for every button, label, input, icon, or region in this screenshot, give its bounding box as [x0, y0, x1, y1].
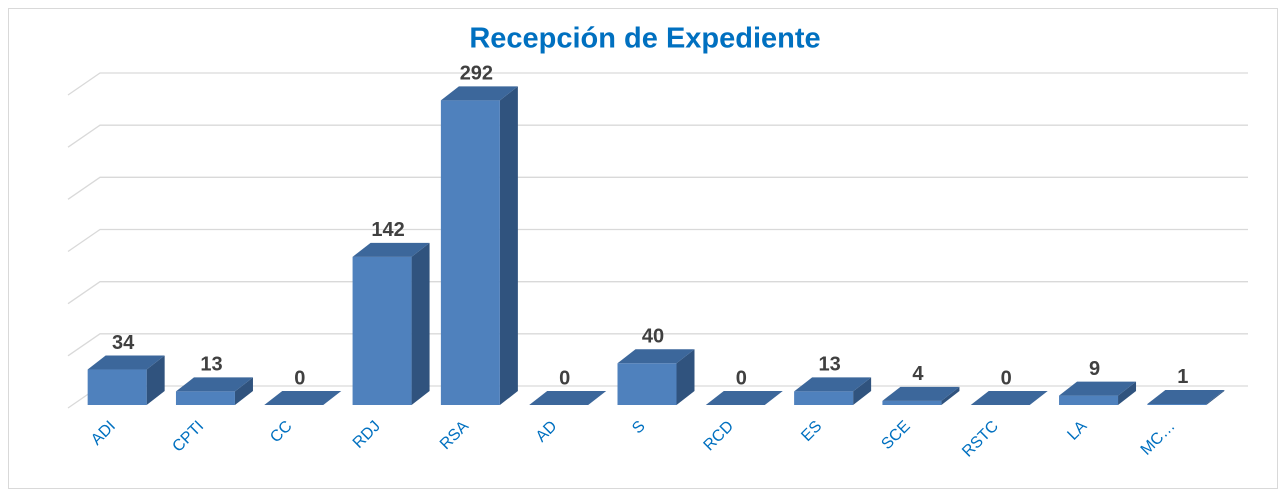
data-label: 0 — [294, 367, 305, 389]
chart-frame — [8, 8, 1278, 489]
bar-front — [882, 400, 942, 405]
data-label: 9 — [1089, 358, 1100, 380]
grid-line — [67, 124, 1248, 148]
bar-top — [970, 391, 1048, 405]
grid-line — [67, 281, 1248, 305]
data-label: 142 — [371, 219, 404, 241]
bar-front — [617, 363, 677, 405]
bar-top — [705, 391, 783, 405]
bar-side — [146, 355, 165, 405]
bar-side — [499, 86, 518, 405]
bar-side — [941, 386, 960, 405]
data-label: 292 — [460, 63, 493, 85]
bar-top — [175, 377, 253, 392]
bar-side — [676, 349, 695, 405]
data-label: 4 — [912, 363, 924, 385]
bar-top — [352, 242, 430, 257]
data-label: 34 — [112, 332, 135, 354]
bar-side — [1118, 381, 1137, 405]
bar-top — [529, 391, 607, 405]
bar-top — [617, 349, 695, 364]
bar-top — [1147, 389, 1225, 404]
grid-line — [67, 176, 1248, 200]
bar-side — [234, 377, 253, 405]
grid-line — [67, 333, 1248, 357]
bar-front — [352, 256, 412, 405]
data-label: 0 — [559, 367, 570, 389]
bar-top — [882, 386, 960, 401]
chart-title: Recepción de Expediente — [469, 23, 820, 55]
data-label: 13 — [200, 354, 222, 376]
data-label: 0 — [736, 367, 747, 389]
bar-side — [853, 377, 872, 405]
bar-front — [794, 391, 854, 405]
bar-top — [794, 377, 872, 392]
bar-side — [411, 242, 430, 405]
bar-top — [440, 86, 518, 101]
bar-top — [1059, 381, 1137, 396]
bar-front — [440, 100, 500, 405]
bar-front — [175, 391, 235, 405]
grid-line — [67, 228, 1248, 253]
bar-front — [87, 369, 147, 405]
bar-top — [264, 391, 342, 405]
bar-top — [87, 355, 165, 370]
bar-front — [1059, 395, 1119, 405]
bar-front — [1147, 403, 1207, 405]
data-label: 0 — [1001, 367, 1012, 389]
data-label: 13 — [818, 354, 840, 376]
data-label: 40 — [642, 326, 664, 348]
grid-line — [67, 72, 1248, 96]
data-label: 1 — [1177, 366, 1188, 388]
bar-side — [1206, 389, 1225, 405]
